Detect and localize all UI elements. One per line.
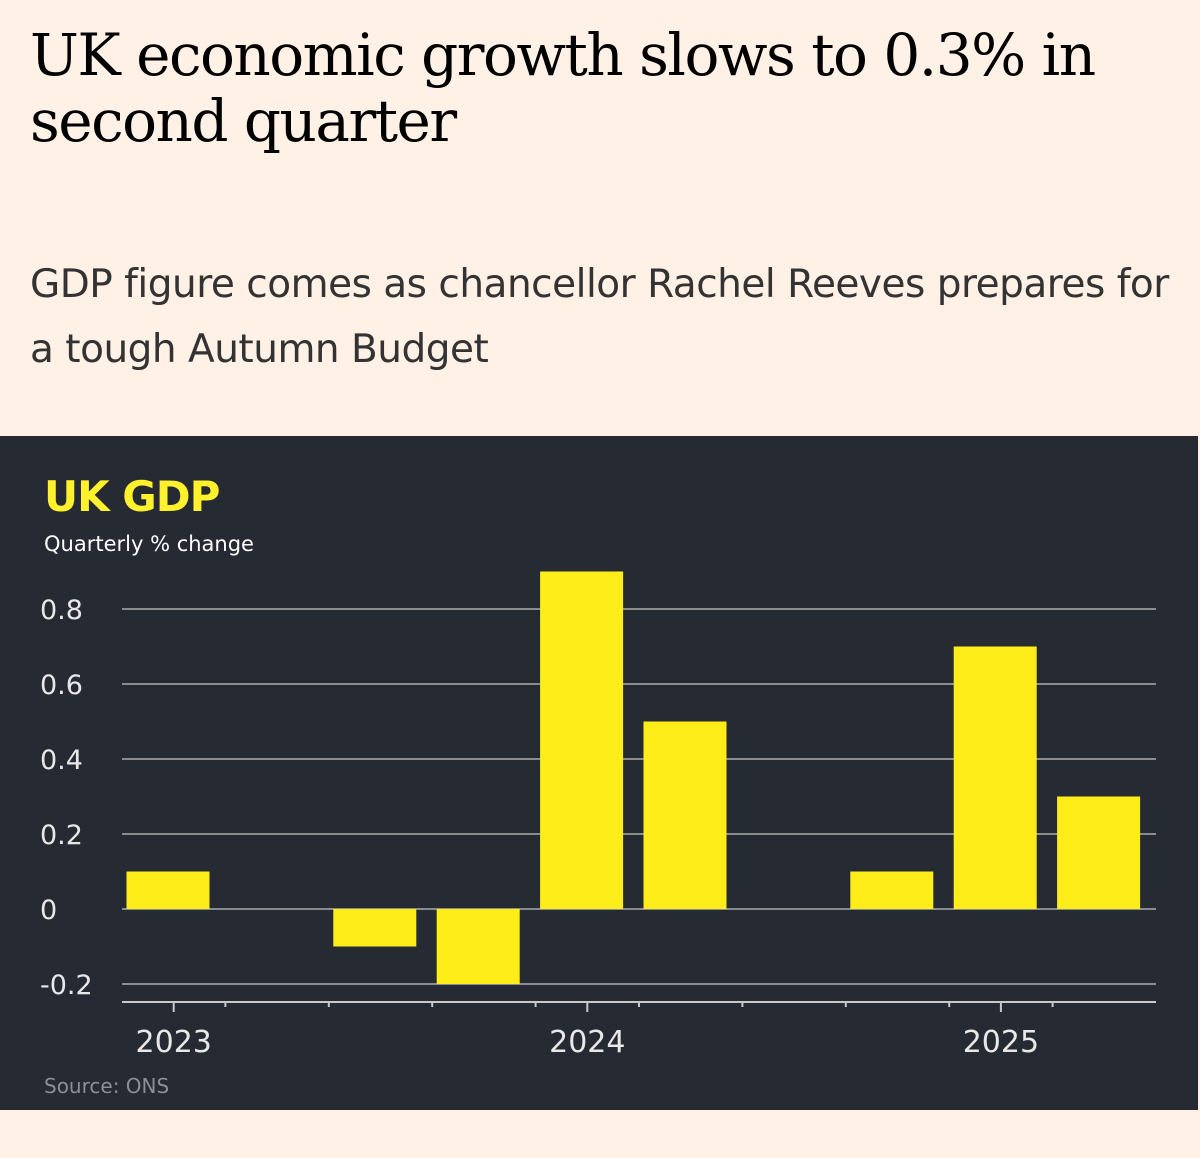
bar-2023-q4 <box>436 909 520 984</box>
x-tick-label: 2024 <box>549 1025 625 1060</box>
bar-2023-q1 <box>126 871 210 909</box>
chart-title: UK GDP <box>44 472 220 521</box>
headline: UK economic growth slows to 0.3% in seco… <box>30 21 1096 155</box>
x-axis <box>122 1001 1156 1012</box>
bar-2024-q4 <box>850 871 934 909</box>
chart-source: Source: ONS <box>44 1074 170 1098</box>
y-tick-label: 0.4 <box>40 745 83 776</box>
chart-panel: -0.2 0 0.2 0.4 0.6 0.8 2023 2024 2025 UK GDP Qu… <box>0 436 1198 1110</box>
bar-2025-q2 <box>1057 796 1141 909</box>
bar-2023-q3 <box>333 909 417 947</box>
x-axis-labels: 2023 2024 2025 <box>136 1025 1040 1060</box>
y-tick-label: 0.8 <box>40 595 83 626</box>
chart-subtitle: Quarterly % change <box>44 532 254 556</box>
y-tick-label: -0.2 <box>40 970 93 1001</box>
y-tick-label: 0 <box>40 895 57 926</box>
bars <box>126 571 1141 984</box>
standfirst: GDP figure comes as chancellor Rachel Re… <box>30 262 1169 372</box>
x-tick-label: 2025 <box>963 1025 1039 1060</box>
gridlines <box>122 608 1156 985</box>
bar-2025-q1 <box>953 646 1037 909</box>
bar-2024-q1 <box>540 571 624 909</box>
gdp-bar-chart: -0.2 0 0.2 0.4 0.6 0.8 2023 2024 2025 <box>40 571 1156 1060</box>
bar-2024-q2 <box>643 721 727 909</box>
x-tick-label: 2023 <box>136 1025 212 1060</box>
y-tick-label: 0.6 <box>40 670 83 701</box>
y-tick-label: 0.2 <box>40 820 83 851</box>
y-axis-ticks: -0.2 0 0.2 0.4 0.6 0.8 <box>40 595 93 1001</box>
